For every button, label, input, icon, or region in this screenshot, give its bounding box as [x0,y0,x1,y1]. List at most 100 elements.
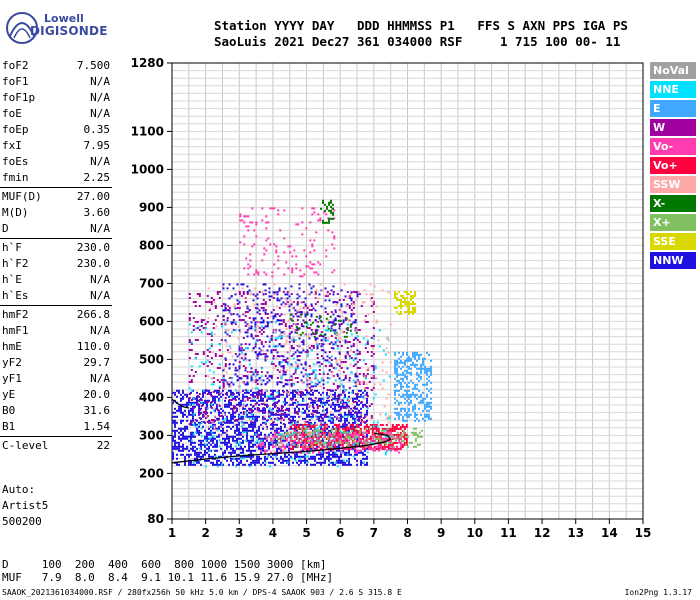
echo-dot [291,269,294,272]
echo-dot [196,401,198,404]
echo-dot [275,249,278,252]
echo-dot [426,367,428,370]
echo-dot [305,377,308,380]
echo-dot [254,317,257,320]
echo-dot [255,221,258,224]
echo-dot [416,443,419,446]
echo-dot [374,447,377,450]
echo-dot [318,369,321,371]
echo-dot [190,435,192,438]
echo-dot [396,449,399,452]
echo-dot [318,451,321,454]
echo-dot [322,337,325,340]
echo-dot [260,399,262,402]
echo-dot [430,391,432,394]
echo-dot [363,426,366,428]
echo-dot [304,315,307,318]
echo-dot [324,409,327,411]
echo-dot [204,451,206,454]
echo-dot [202,455,204,458]
echo-dot [324,365,327,367]
echo-dot [208,447,210,450]
echo-dot [284,459,286,462]
echo-dot [302,397,304,400]
echo-dot [406,301,408,303]
echo-dot [210,431,213,434]
echo-dot [352,435,355,438]
echo-dot [326,431,328,434]
echo-dot [394,361,396,364]
echo-dot [314,375,317,378]
echo-dot [326,399,328,402]
echo-dot [331,271,334,274]
echo-dot [398,305,400,307]
echo-dot [430,407,432,410]
param-hme: hmE 110.0 [0,339,110,355]
echo-dot [268,299,271,301]
echo-dot [345,440,348,442]
param-key: h`E [2,273,22,286]
echo-dot [264,423,267,425]
echo-dot [344,361,347,363]
echo-dot [246,413,248,416]
x-tick-label: 12 [534,526,551,540]
echo-dot [239,331,242,334]
echo-dot [260,329,263,331]
echo-dot [223,387,226,390]
echo-dot [340,459,342,462]
echo-dot [212,431,214,434]
echo-dot [242,319,245,321]
echo-dot [188,461,190,464]
echo-dot [301,381,304,384]
echo-dot [308,383,311,385]
echo-dot [282,321,285,323]
echo-dot [282,433,285,436]
echo-dot [254,415,256,418]
echo-dot [355,432,358,434]
echo-dot [332,291,335,293]
echo-dot [366,441,369,444]
echo-dot [246,421,248,424]
echo-dot [277,259,280,262]
echo-dot [295,363,298,366]
echo-dot [272,315,275,318]
echo-dot [291,319,294,322]
echo-dot [271,275,274,278]
echo-dot [406,357,408,360]
echo-dot [374,441,377,444]
echo-dot [283,297,286,300]
echo-dot [286,395,288,398]
echo-dot [301,331,304,334]
echo-dot [214,453,216,456]
echo-dot [406,413,408,416]
echo-dot [290,375,293,378]
echo-dot [222,309,225,312]
echo-dot [428,413,430,416]
echo-dot [256,461,258,464]
echo-dot [272,433,274,436]
echo-dot [328,433,331,436]
echo-dot [280,405,283,407]
echo-dot [321,428,324,430]
echo-dot [400,435,403,438]
echo-dot [248,445,250,448]
echo-dot [222,379,225,381]
echo-dot [194,435,196,438]
echo-dot [305,438,308,440]
echo-dot [328,463,330,466]
echo-dot [312,463,314,466]
echo-dot [384,435,387,438]
echo-dot [314,441,317,444]
echo-dot [278,307,281,309]
echo-dot [243,221,246,224]
echo-dot [400,311,402,313]
echo-dot [239,345,242,348]
echo-dot [304,361,307,364]
echo-dot [226,317,229,319]
echo-dot [265,221,268,224]
echo-dot [223,413,226,416]
echo-dot [238,457,240,460]
echo-dot [340,431,343,434]
echo-dot [174,419,176,422]
echo-dot [406,293,408,295]
